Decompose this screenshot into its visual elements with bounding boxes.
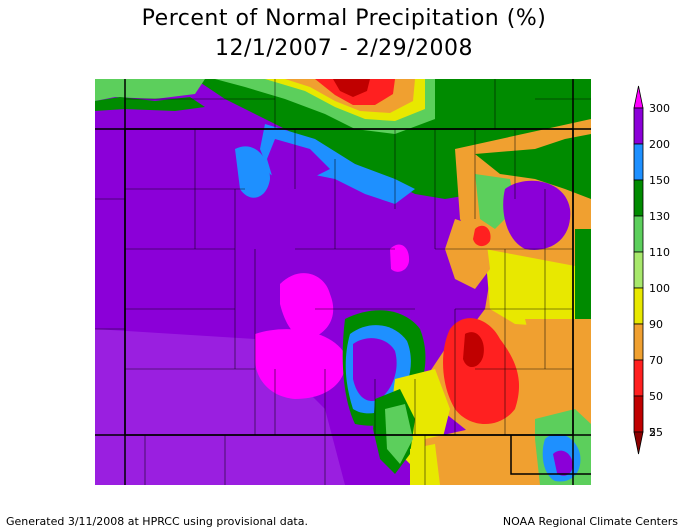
legend-label: 150 (649, 174, 670, 187)
legend-label: 50 (649, 390, 663, 403)
legend-label: 200 (649, 138, 670, 151)
legend-label: 70 (649, 354, 663, 367)
map-date-range: 12/1/2007 - 2/29/2008 (214, 36, 474, 61)
county-boundaries (95, 79, 591, 485)
legend-swatch (633, 143, 644, 181)
legend-swatch (633, 431, 644, 455)
state-boundaries (95, 79, 591, 485)
legend-swatch (633, 359, 644, 397)
footer-generated-note: Generated 3/11/2008 at HPRCC using provi… (6, 515, 308, 528)
region-darkred-southeast (463, 332, 484, 368)
region-blue-north-central (260, 124, 415, 204)
county-line (125, 79, 591, 129)
region-blue-west (235, 146, 270, 198)
precipitation-map-svg (95, 79, 591, 485)
region-lightgreen-northwest (95, 79, 205, 101)
legend-swatch (633, 85, 644, 109)
region-magenta-central-south (255, 329, 346, 399)
region-darkred-north (333, 79, 370, 97)
legend-swatch (633, 215, 644, 253)
region-purple-front-range (353, 338, 397, 401)
county-line (454, 189, 546, 435)
legend-label: 5 (649, 426, 656, 439)
region-red-southeast (443, 318, 520, 424)
legend: 300 200 150 130 110 100 90 70 50 25 5 (630, 85, 685, 455)
region-green-east-band (475, 134, 591, 199)
region-magenta-central (280, 273, 334, 340)
county-line (95, 198, 426, 485)
map-title: Percent of Normal Precipitation (%) (141, 6, 547, 31)
legend-swatch (633, 107, 644, 145)
legend-label: 130 (649, 210, 670, 223)
region-lightgreen-south-central (385, 404, 413, 464)
legend-swatch (633, 179, 644, 217)
county-line (125, 188, 255, 370)
legend-swatch (633, 323, 644, 361)
region-red-northeast-spot (473, 225, 491, 247)
region-purple-southeast (553, 450, 573, 476)
county-line (435, 248, 573, 370)
legend-label: 300 (649, 102, 670, 115)
region-green-northwest (95, 97, 205, 111)
region-magenta-northeast (390, 244, 410, 272)
footer-credit: NOAA Regional Climate Centers (502, 515, 678, 528)
region-purple-north-central (267, 139, 330, 189)
county-line (394, 129, 516, 249)
region-purple-northeast-pocket (503, 180, 571, 250)
legend-swatch (633, 287, 644, 325)
county-line (294, 129, 415, 310)
legend-label: 100 (649, 282, 670, 295)
legend-swatch (633, 395, 644, 433)
legend-label: 110 (649, 246, 670, 259)
precipitation-map (95, 79, 591, 485)
legend-swatch (633, 251, 644, 289)
legend-label: 25 (649, 426, 663, 439)
county-line (194, 129, 256, 435)
legend-scale: 300 200 150 130 110 100 90 70 50 255 (633, 85, 670, 455)
border-oklahoma (510, 435, 591, 475)
legend-label: 90 (649, 318, 663, 331)
county-line (274, 369, 416, 435)
